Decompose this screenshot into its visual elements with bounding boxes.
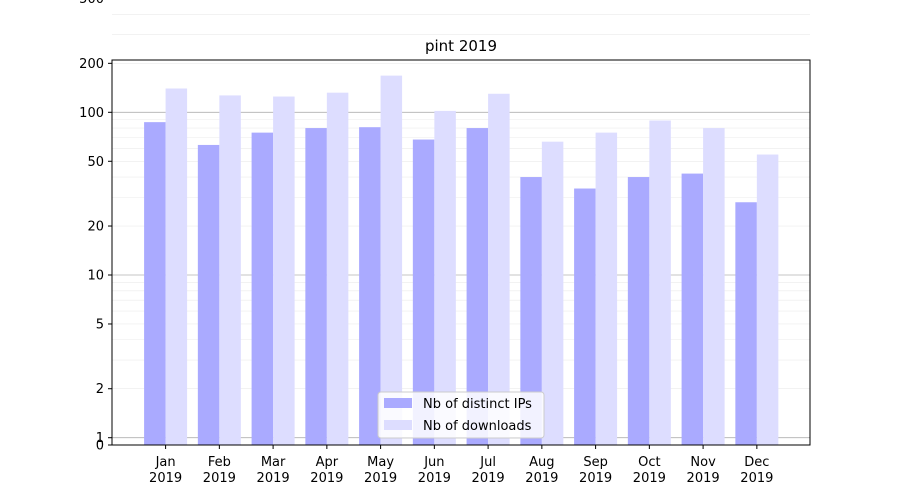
x-tick-label: Jan 2019 [149, 455, 182, 486]
y-tick-label: 100 [79, 106, 104, 121]
y-tick-label: 20 [87, 220, 104, 235]
bar-ips [305, 128, 327, 445]
bar-downloads [219, 95, 241, 445]
bar-ips [574, 188, 596, 445]
bar-ips [466, 128, 489, 445]
bar-ips [197, 144, 220, 445]
legend-label-downloads: Nb of downloads [423, 419, 532, 434]
x-tick-label: Aug 2019 [525, 455, 558, 486]
legend-swatch-downloads [384, 420, 412, 430]
legend-box [377, 391, 545, 439]
bar-downloads [703, 128, 725, 445]
bar-ips [520, 177, 542, 445]
legend-label-ips: Nb of distinct IPs [423, 397, 532, 412]
bar-downloads [273, 96, 295, 445]
y-tick-label: 2 [96, 382, 104, 397]
bar-downloads [326, 92, 349, 446]
bars [144, 75, 779, 446]
legend-swatch-ips [384, 398, 412, 408]
bar-ips [144, 122, 166, 445]
x-tick-label: Oct 2019 [633, 455, 666, 486]
y-tick-label: 500 [79, 0, 104, 7]
bar-ips [735, 202, 757, 445]
bar-ips [359, 127, 381, 445]
chart-title: pint 2019 [425, 37, 497, 55]
x-axis-ticks: Jan 2019 Feb 2019 Mar 2019 Apr 2019 May 2019 Jun 20… [149, 445, 773, 486]
y-tick-label: 10 [87, 269, 104, 284]
bar-downloads [488, 93, 510, 445]
y-tick-label: 1 [96, 431, 104, 446]
x-tick-label: Jul 2019 [472, 455, 505, 486]
y-tick-label: 200 [79, 57, 104, 72]
bar-downloads [541, 141, 564, 445]
bar-downloads [649, 120, 671, 446]
bar-downloads [595, 132, 618, 445]
y-axis-ticks: 01251020501002005001000 [79, 0, 112, 454]
x-tick-label: Feb 2019 [203, 455, 236, 486]
bar-downloads [380, 75, 403, 445]
bar-downloads [165, 88, 188, 446]
bar-ips [681, 173, 704, 445]
x-tick-label: Dec 2019 [740, 455, 773, 486]
bar-downloads [756, 154, 779, 446]
legend: Nb of distinct IPs Nb of downloads [377, 391, 545, 439]
x-tick-label: May 2019 [364, 455, 397, 486]
bar-downloads [434, 110, 456, 445]
y-tick-label: 0 [96, 439, 104, 454]
x-tick-label: Jun 2019 [418, 455, 451, 486]
x-tick-label: Apr 2019 [310, 455, 343, 486]
plot-frame [111, 59, 811, 446]
x-tick-label: Nov 2019 [687, 455, 720, 486]
y-tick-label: 50 [87, 155, 104, 170]
bar-ips [251, 132, 274, 445]
bar-ips [412, 139, 435, 446]
bar-ips [627, 177, 650, 445]
x-tick-label: Sep 2019 [579, 455, 612, 486]
y-tick-label: 5 [96, 317, 104, 332]
x-tick-label: Mar 2019 [257, 455, 290, 486]
